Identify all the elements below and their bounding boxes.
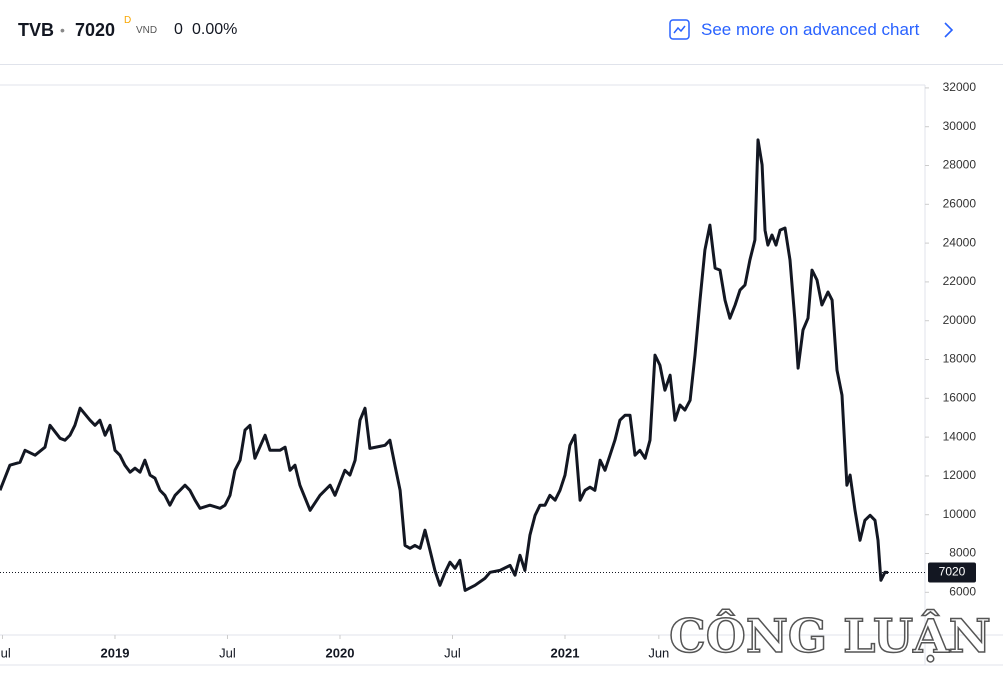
change-percent: 0.00% — [192, 21, 238, 38]
y-tick-label: 6000 — [949, 584, 976, 598]
x-tick-label: Jun — [648, 645, 669, 660]
price-line — [0, 138, 889, 592]
x-tick-label: Jul — [444, 645, 461, 660]
header: TVB • 7020 D VND 0 0.00% See more on adv… — [0, 0, 1003, 65]
interval: D — [124, 15, 132, 26]
price: 7020 — [75, 20, 116, 40]
y-tick-label: 16000 — [943, 390, 977, 404]
y-tick-label: 14000 — [943, 429, 977, 443]
y-tick-label: 24000 — [943, 235, 977, 249]
y-tick-label: 8000 — [949, 546, 976, 560]
x-tick-label: 2020 — [326, 645, 355, 660]
y-tick-label: 26000 — [943, 196, 977, 210]
last-price-box — [928, 562, 976, 583]
symbol: TVB — [18, 20, 54, 40]
last-price-label: 7020 — [939, 565, 966, 579]
y-tick-label: 32000 — [943, 80, 977, 94]
x-tick-label: Jul — [0, 645, 11, 660]
separator: • — [60, 22, 65, 38]
y-tick-label: 22000 — [943, 274, 977, 288]
watermark: CÔNG LUẬN — [669, 608, 991, 663]
x-tick-label: 2019 — [101, 645, 130, 660]
currency: VND — [136, 25, 158, 36]
y-tick-label: 18000 — [943, 352, 977, 366]
y-tick-label: 28000 — [943, 158, 977, 172]
y-tick-label: 30000 — [943, 119, 977, 133]
y-tick-label: 12000 — [943, 468, 977, 482]
x-tick-label: 2021 — [551, 645, 580, 660]
chart-icon[interactable] — [668, 18, 692, 42]
y-tick-label: 10000 — [943, 507, 977, 521]
x-tick-label: Jul — [219, 645, 236, 660]
y-tick-label: 20000 — [943, 313, 977, 327]
chevron[interactable] — [942, 21, 956, 39]
change: 0 — [174, 21, 183, 38]
advanced-chart-link[interactable]: See more on advanced chart — [701, 20, 920, 39]
